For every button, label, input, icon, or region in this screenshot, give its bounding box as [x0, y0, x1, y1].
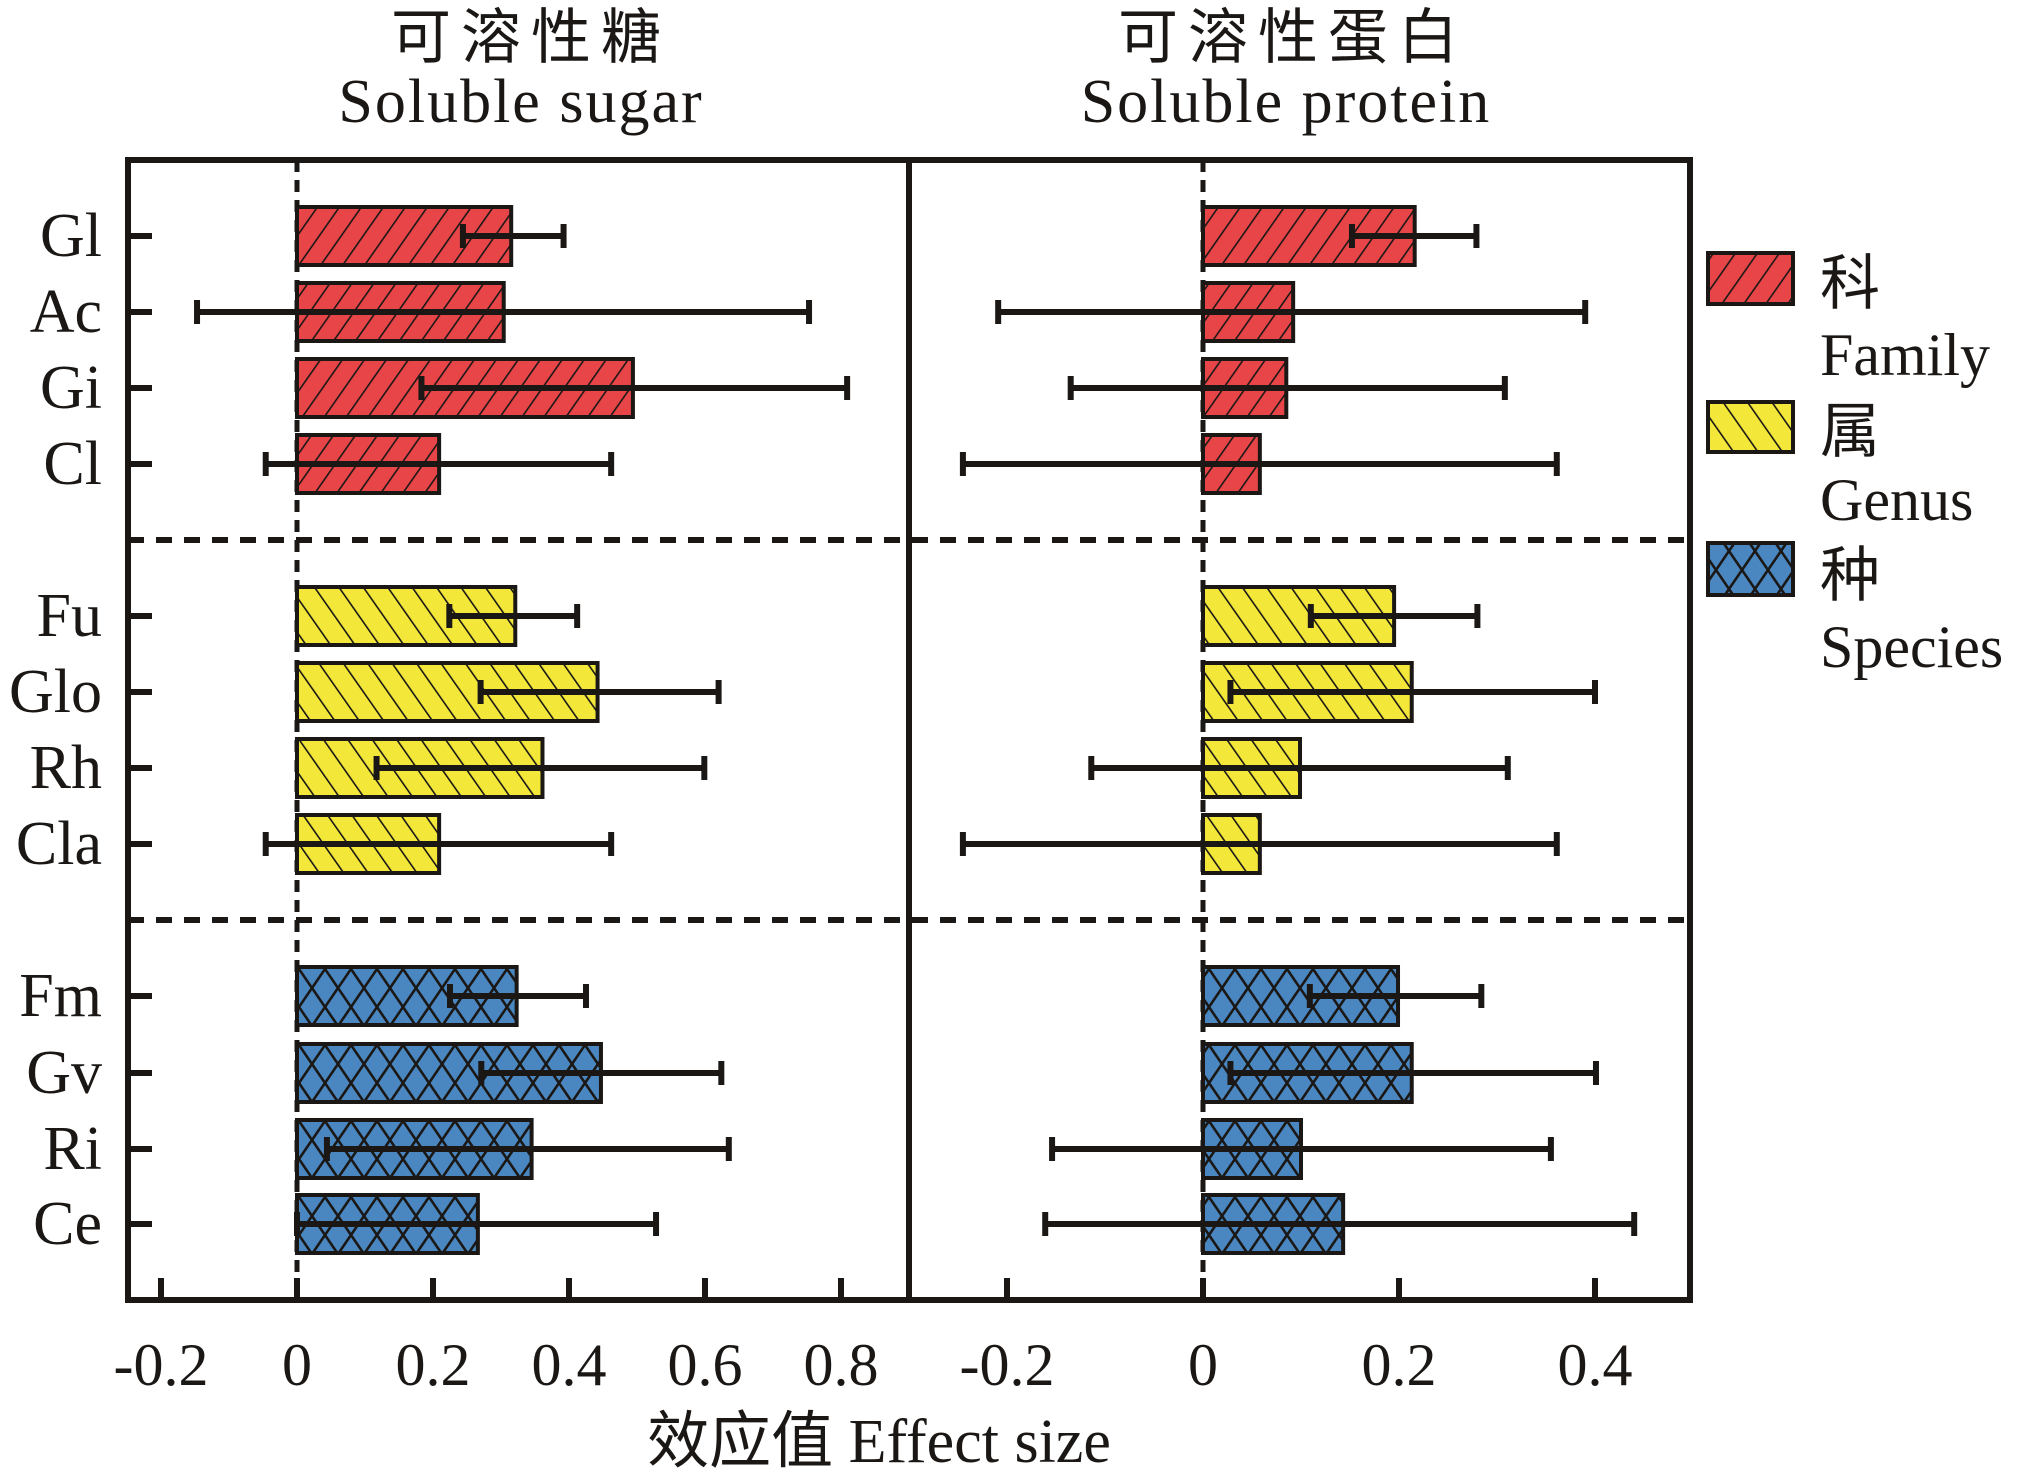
panel-title-cn-protein: 可溶性蛋白 — [1118, 5, 1468, 71]
x-tick-label-sugar: 0.8 — [804, 1332, 879, 1398]
legend-swatch-species — [1706, 541, 1795, 597]
y-tick-label-Fu: Fu — [37, 582, 102, 650]
y-tick-label-Cla: Cla — [16, 810, 102, 878]
panel-title-en-sugar: Soluble sugar — [338, 68, 703, 136]
y-tick-label-Ce: Ce — [33, 1190, 102, 1258]
x-axis-label: 效应值 Effect size — [647, 1408, 1111, 1473]
x-tick-label-sugar: 0.6 — [668, 1332, 743, 1398]
x-tick-label-sugar: 0.2 — [396, 1332, 471, 1398]
y-tick-label-Ri: Ri — [43, 1115, 102, 1183]
y-axis-labels: Gl Ac Gi Cl Fu Glo Rh Cla Fm Gv Ri Ce — [9, 202, 152, 1258]
y-tick-label-Gv: Gv — [26, 1039, 102, 1107]
panel-soluble-protein: -0.2 0 0.2 0.4 — [960, 160, 1638, 1398]
y-tick-label-Cl: Cl — [43, 430, 102, 498]
y-tick-label-Glo: Glo — [9, 658, 102, 726]
legend-swatch-genus — [1706, 400, 1795, 454]
legend-label-cn-species: 种 — [1820, 543, 1880, 609]
legend-label-en-genus: Genus — [1820, 467, 1973, 533]
legend-label-en-family: Family — [1820, 322, 1990, 388]
group-dividers — [128, 537, 1690, 923]
panel-title-cn-sugar: 可溶性糖 — [391, 5, 671, 71]
x-tick-label-sugar: 0.4 — [532, 1332, 607, 1398]
y-tick-label-Gi: Gi — [40, 354, 102, 422]
x-tick-label-protein: 0 — [1188, 1332, 1218, 1398]
y-tick-label-Gl: Gl — [40, 202, 102, 270]
x-tick-label-protein: 0.2 — [1362, 1332, 1437, 1398]
y-tick-label-Rh: Rh — [30, 734, 102, 802]
x-tick-label-protein: -0.2 — [960, 1332, 1055, 1398]
x-tick-label-protein: 0.4 — [1558, 1332, 1633, 1398]
x-tick-label-sugar: -0.2 — [114, 1332, 209, 1398]
y-tick-label-Fm: Fm — [19, 962, 102, 1030]
y-tick-label-Ac: Ac — [30, 278, 102, 346]
legend: 科 Family 属 Genus 种 Species — [1706, 251, 2003, 680]
legend-label-en-species: Species — [1820, 614, 2003, 680]
x-tick-label-sugar: 0 — [282, 1332, 312, 1398]
legend-swatch-family — [1706, 251, 1795, 306]
panel-soluble-sugar: -0.2 0 0.2 0.4 0.6 0.8 — [114, 160, 879, 1398]
legend-label-cn-family: 科 — [1820, 251, 1880, 317]
legend-label-cn-genus: 属 — [1820, 399, 1880, 465]
panel-title-en-protein: Soluble protein — [1081, 68, 1492, 136]
